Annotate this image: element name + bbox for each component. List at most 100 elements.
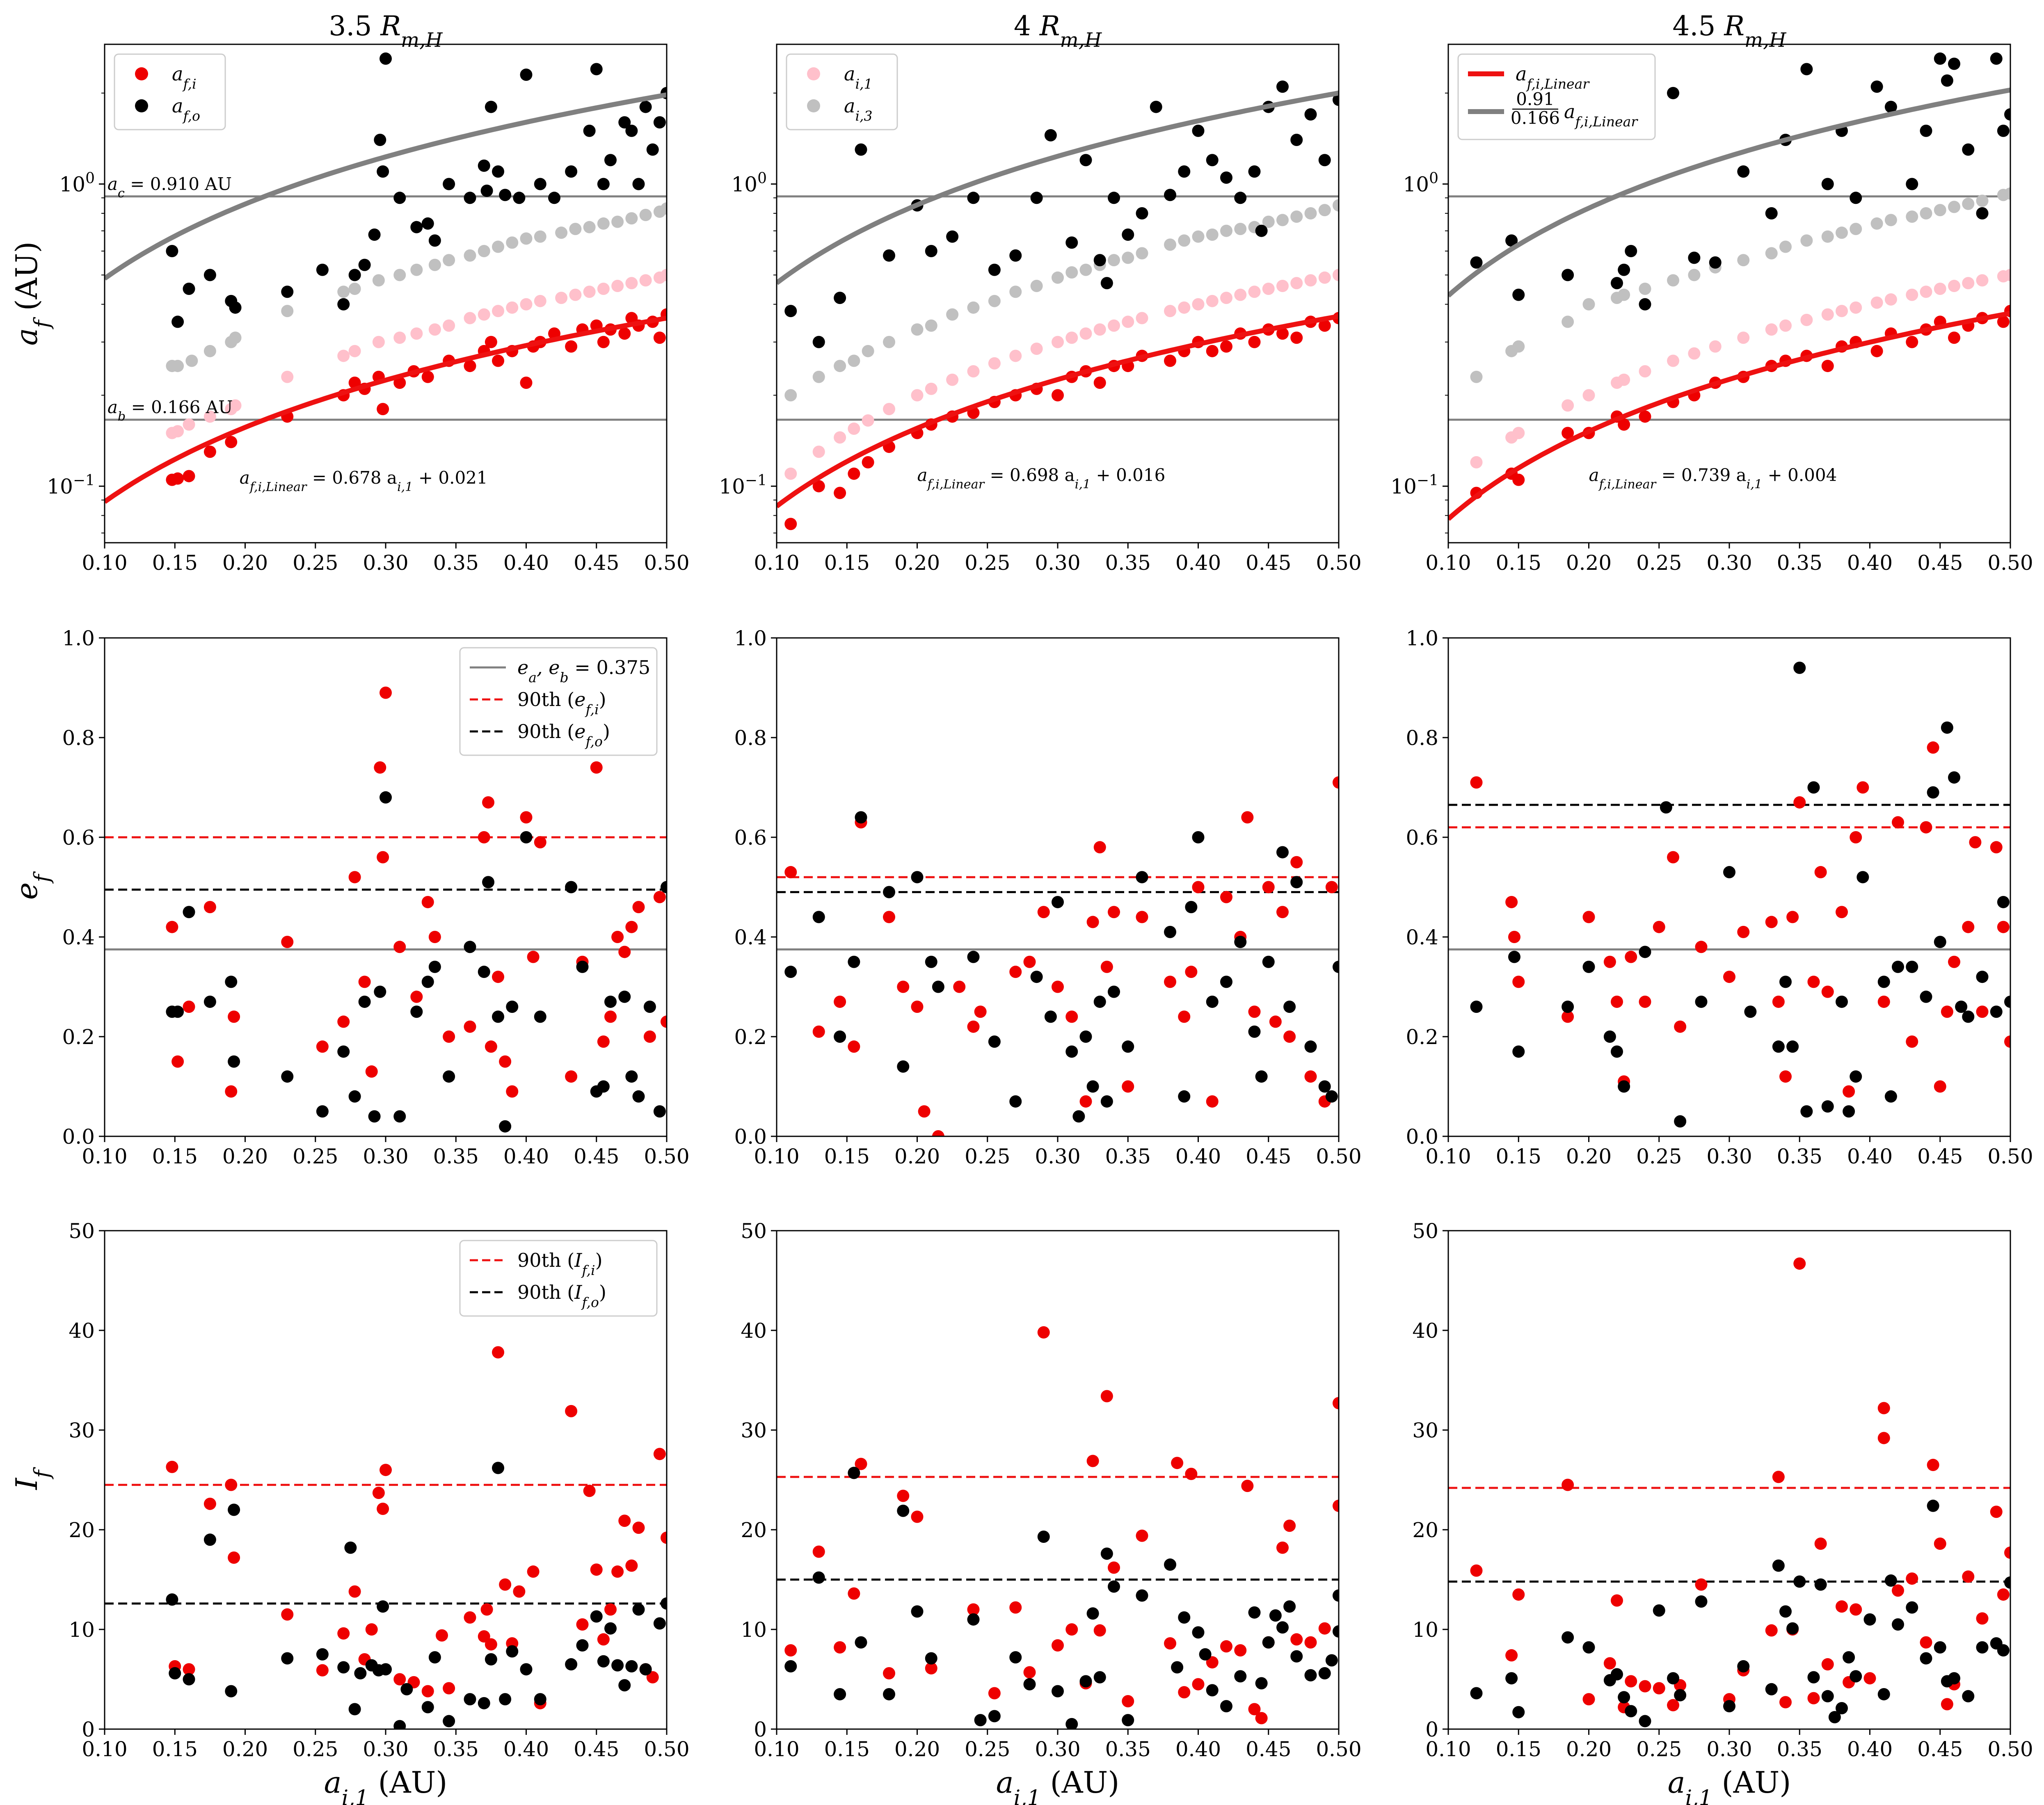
data-point xyxy=(169,1667,181,1679)
data-point xyxy=(203,410,216,423)
data-point xyxy=(485,336,497,348)
y-tick-label: 10−1 xyxy=(47,472,95,499)
data-point xyxy=(946,373,959,386)
y-axis-label: af (AU) xyxy=(9,242,55,346)
data-point xyxy=(639,209,652,222)
data-point xyxy=(897,1490,910,1502)
data-point xyxy=(1779,240,1792,253)
data-point xyxy=(1100,1390,1113,1403)
data-point xyxy=(1906,210,1918,223)
data-point xyxy=(1618,1080,1630,1093)
x-tick-label: 0.50 xyxy=(644,1145,689,1168)
y-tick-label-part: 0 xyxy=(757,170,767,187)
data-point xyxy=(1171,1457,1184,1469)
data-point xyxy=(443,254,455,267)
data-point xyxy=(1653,921,1665,933)
data-point xyxy=(1639,283,1651,295)
data-point xyxy=(1962,1690,1975,1702)
data-point xyxy=(520,1663,533,1676)
data-point xyxy=(492,1346,504,1359)
data-point xyxy=(953,980,966,993)
data-point xyxy=(834,487,846,499)
data-point xyxy=(632,178,645,190)
data-point xyxy=(834,1688,846,1700)
data-point xyxy=(1814,1578,1827,1591)
data-point xyxy=(1934,936,1946,948)
data-point xyxy=(1220,292,1232,304)
data-point xyxy=(229,331,242,344)
data-point xyxy=(1667,1672,1679,1685)
data-point xyxy=(1737,925,1750,938)
legend-box xyxy=(1457,53,1656,140)
data-point xyxy=(1333,1397,1339,1410)
legend-label-part: e xyxy=(517,656,528,679)
series-a-f-o xyxy=(784,80,1339,348)
data-point xyxy=(1976,207,1989,219)
x-tick-label: 0.30 xyxy=(1035,551,1080,575)
data-point xyxy=(443,1682,455,1695)
series-a-i-1 xyxy=(1470,269,2010,468)
data-point xyxy=(1318,271,1331,284)
data-point xyxy=(428,258,441,271)
data-point xyxy=(443,178,455,190)
data-point xyxy=(604,1622,617,1635)
data-point xyxy=(183,906,195,918)
data-point xyxy=(565,1405,578,1417)
data-point xyxy=(1122,315,1134,328)
fit-equation-label-part: i,1 xyxy=(397,480,413,494)
data-point xyxy=(883,1667,895,1679)
data-point xyxy=(1927,786,1939,799)
y-tick-label: 50 xyxy=(69,1219,95,1243)
x-tick-label: 0.40 xyxy=(503,1737,549,1761)
legend-entry: 90th (If,i) xyxy=(470,1249,603,1278)
data-point xyxy=(555,226,568,239)
data-point xyxy=(1325,1090,1338,1103)
data-point xyxy=(393,376,406,389)
data-point xyxy=(1512,340,1525,353)
x-axis-label-part: i,1 xyxy=(342,1786,369,1805)
y-tick-label-part: 10 xyxy=(719,475,745,498)
data-point xyxy=(520,376,533,389)
data-point xyxy=(513,192,526,204)
y-axis-ticks: 0.0 0.2 0.4 0.6 0.8 1.0 xyxy=(1406,626,1448,1149)
data-point xyxy=(1582,911,1595,923)
data-point xyxy=(1318,1080,1331,1093)
fit-equation-label-part: = 0.698 a xyxy=(984,465,1075,485)
data-point xyxy=(171,425,184,438)
data-point xyxy=(661,269,667,281)
data-point xyxy=(316,1040,329,1053)
data-point xyxy=(229,301,242,314)
data-point xyxy=(1997,896,2010,908)
data-point xyxy=(897,980,910,993)
legend-label-part: f,o xyxy=(581,1294,599,1310)
data-point xyxy=(590,1563,603,1576)
data-point xyxy=(1976,194,1989,207)
data-point xyxy=(1325,881,1338,893)
legend-label-part: e xyxy=(574,720,585,743)
data-point xyxy=(925,245,937,258)
data-point xyxy=(1603,1657,1616,1670)
data-point xyxy=(1220,891,1232,903)
data-point xyxy=(281,370,294,383)
data-point xyxy=(1625,950,1637,963)
data-point xyxy=(834,292,846,304)
data-point xyxy=(1178,165,1191,178)
data-point xyxy=(478,1697,490,1709)
data-point xyxy=(1927,741,1939,754)
y-tick-label: 1.0 xyxy=(62,626,95,650)
data-point xyxy=(225,436,238,448)
data-point xyxy=(1505,1672,1518,1685)
x-axis-ticks: 0.10 0.15 0.20 0.25 0.30 0.35 0.40 0.45 0.50 xyxy=(82,1136,690,1168)
y-tick-label: 20 xyxy=(741,1518,767,1542)
x-tick-label: 0.50 xyxy=(1987,1145,2033,1168)
legend-label-part: a xyxy=(172,95,183,117)
x-axis-label: ai,1 (AU) xyxy=(1668,1765,1791,1805)
x-tick-label: 0.45 xyxy=(1246,551,1291,575)
data-point xyxy=(2004,1546,2010,1559)
y-tick-label: 0.8 xyxy=(1406,726,1438,750)
data-point xyxy=(1843,1105,1855,1118)
data-point xyxy=(485,1653,497,1666)
data-point xyxy=(1030,971,1043,983)
